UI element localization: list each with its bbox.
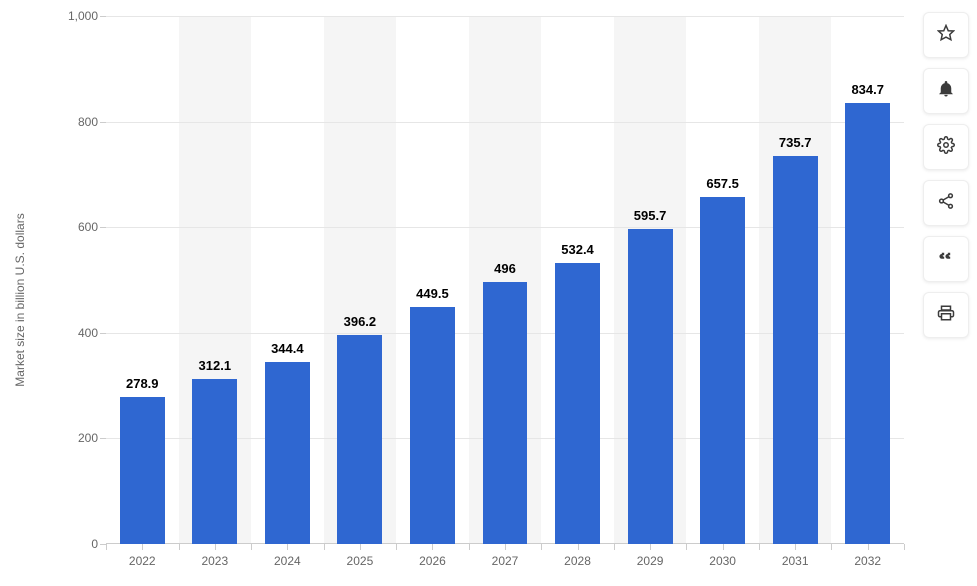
bar[interactable]: 496	[483, 282, 528, 544]
x-tick-mark	[831, 544, 832, 550]
bell-icon	[937, 80, 955, 103]
y-tick-label: 1,000	[68, 9, 98, 23]
bar-value-label: 735.7	[779, 135, 812, 150]
settings-button[interactable]	[923, 124, 969, 170]
chart-container: Market size in billion U.S. dollars 0200…	[38, 8, 908, 578]
y-axis-title: Market size in billion U.S. dollars	[13, 213, 27, 386]
x-tick-mark	[795, 544, 796, 550]
gear-icon	[937, 136, 955, 159]
x-tick-mark	[324, 544, 325, 550]
bar[interactable]: 532.4	[555, 263, 600, 544]
x-tick-mark	[142, 544, 143, 550]
star-icon	[937, 24, 955, 47]
bar[interactable]: 834.7	[845, 103, 890, 544]
y-tick-mark	[100, 16, 106, 17]
x-tick-label: 2025	[347, 554, 374, 568]
x-tick-label: 2031	[782, 554, 809, 568]
chart-toolbar	[923, 12, 969, 338]
bar[interactable]: 595.7	[628, 229, 673, 544]
x-tick-label: 2024	[274, 554, 301, 568]
x-tick-label: 2029	[637, 554, 664, 568]
bar[interactable]: 449.5	[410, 307, 455, 544]
x-tick-mark	[215, 544, 216, 550]
x-tick-label: 2027	[492, 554, 519, 568]
bar-value-label: 278.9	[126, 376, 159, 391]
x-tick-mark	[287, 544, 288, 550]
x-tick-mark	[505, 544, 506, 550]
bar-value-label: 595.7	[634, 208, 667, 223]
x-tick-mark	[541, 544, 542, 550]
y-tick-mark	[100, 438, 106, 439]
bar-value-label: 532.4	[561, 242, 594, 257]
y-tick-label: 600	[78, 220, 98, 234]
print-icon	[937, 304, 955, 327]
notify-button[interactable]	[923, 68, 969, 114]
bar-value-label: 496	[494, 261, 516, 276]
x-tick-mark	[686, 544, 687, 550]
x-tick-label: 2032	[854, 554, 881, 568]
x-tick-mark	[179, 544, 180, 550]
bar-value-label: 344.4	[271, 341, 304, 356]
bar[interactable]: 735.7	[773, 156, 818, 544]
bar[interactable]: 396.2	[337, 335, 382, 544]
x-tick-mark	[578, 544, 579, 550]
x-tick-mark	[360, 544, 361, 550]
bar[interactable]: 278.9	[120, 397, 165, 544]
x-tick-label: 2026	[419, 554, 446, 568]
x-tick-label: 2023	[201, 554, 228, 568]
y-tick-mark	[100, 227, 106, 228]
bar-value-label: 834.7	[851, 82, 884, 97]
grid-line	[106, 122, 904, 123]
plot-area: 02004006008001,000278.92022312.12023344.…	[106, 16, 904, 544]
print-button[interactable]	[923, 292, 969, 338]
bar-value-label: 449.5	[416, 286, 449, 301]
x-tick-mark	[723, 544, 724, 550]
x-tick-label: 2022	[129, 554, 156, 568]
bar[interactable]: 657.5	[700, 197, 745, 544]
bar-value-label: 312.1	[199, 358, 232, 373]
grid-line	[106, 16, 904, 17]
x-tick-label: 2030	[709, 554, 736, 568]
share-button[interactable]	[923, 180, 969, 226]
bar[interactable]: 344.4	[265, 362, 310, 544]
bar[interactable]: 312.1	[192, 379, 237, 544]
cite-button[interactable]	[923, 236, 969, 282]
x-tick-mark	[432, 544, 433, 550]
y-tick-mark	[100, 122, 106, 123]
x-tick-mark	[251, 544, 252, 550]
x-tick-mark	[469, 544, 470, 550]
y-tick-label: 0	[91, 537, 98, 551]
x-tick-label: 2028	[564, 554, 591, 568]
y-tick-label: 200	[78, 431, 98, 445]
x-tick-mark	[106, 544, 107, 550]
y-tick-mark	[100, 333, 106, 334]
quote-icon	[937, 248, 955, 271]
x-tick-mark	[904, 544, 905, 550]
y-tick-label: 400	[78, 326, 98, 340]
x-tick-mark	[614, 544, 615, 550]
x-tick-mark	[868, 544, 869, 550]
share-icon	[937, 192, 955, 215]
x-tick-mark	[396, 544, 397, 550]
favorite-button[interactable]	[923, 12, 969, 58]
x-tick-mark	[650, 544, 651, 550]
x-tick-mark	[759, 544, 760, 550]
y-tick-label: 800	[78, 115, 98, 129]
bar-value-label: 657.5	[706, 176, 739, 191]
bar-value-label: 396.2	[344, 314, 377, 329]
